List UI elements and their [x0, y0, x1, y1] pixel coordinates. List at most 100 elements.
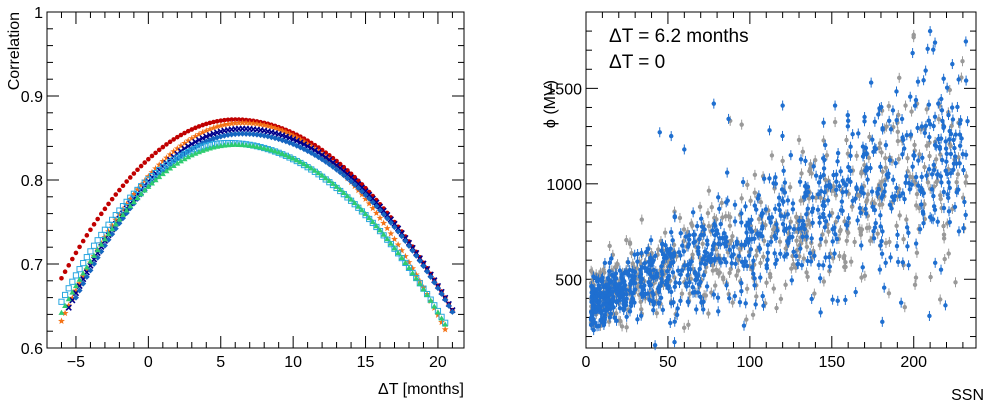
star-marker — [155, 161, 163, 168]
circle-marker — [167, 139, 173, 145]
data-point — [897, 213, 902, 218]
triangle-marker — [152, 177, 159, 183]
data-point — [744, 286, 750, 291]
diamond-marker — [380, 211, 387, 218]
cross-marker — [195, 136, 203, 144]
star-marker — [249, 119, 257, 127]
data-point — [727, 247, 733, 252]
data-point — [856, 131, 861, 136]
data-point — [694, 223, 700, 229]
data-point — [832, 251, 837, 256]
data-point — [621, 307, 626, 313]
triangle-marker — [112, 221, 119, 227]
star-marker — [235, 119, 243, 126]
data-point — [956, 77, 961, 82]
star-marker — [409, 264, 417, 272]
square-marker — [116, 207, 123, 214]
triangle-marker — [333, 183, 340, 189]
data-point — [623, 287, 629, 292]
data-point — [810, 195, 815, 200]
star-marker — [177, 142, 185, 149]
data-point — [953, 132, 958, 137]
data-point — [795, 262, 800, 267]
data-point — [838, 169, 843, 174]
data-point — [670, 254, 676, 259]
cross-marker — [199, 134, 206, 142]
data-point — [780, 158, 785, 164]
data-point — [883, 155, 888, 161]
data-point — [932, 114, 938, 119]
star-marker — [210, 124, 217, 131]
diamond-marker — [333, 166, 340, 173]
data-point — [915, 79, 921, 84]
data-point — [820, 203, 825, 208]
star-marker — [369, 204, 377, 212]
x-tick-label: 0 — [582, 354, 591, 371]
star-marker — [163, 154, 170, 161]
star-marker — [195, 130, 203, 138]
data-point — [720, 215, 725, 220]
data-point — [957, 161, 962, 166]
data-point — [764, 280, 769, 285]
data-point — [810, 206, 816, 211]
data-point — [863, 211, 869, 216]
data-point — [926, 167, 932, 172]
cross-marker — [300, 141, 308, 148]
triangle-marker — [159, 170, 166, 177]
star-marker — [434, 311, 442, 318]
triangle-marker — [246, 142, 253, 148]
data-point — [925, 180, 931, 185]
triangle-marker — [315, 169, 322, 176]
data-point — [846, 164, 851, 170]
data-point — [736, 268, 741, 273]
data-point — [919, 186, 924, 191]
data-point — [948, 151, 954, 157]
diamond-marker — [409, 247, 416, 254]
data-point — [901, 146, 907, 151]
data-point — [860, 154, 866, 159]
data-point — [703, 293, 709, 298]
triangle-marker — [369, 218, 376, 225]
data-point — [877, 141, 883, 146]
data-point — [718, 242, 723, 247]
data-point — [730, 234, 735, 239]
star-marker — [65, 301, 73, 309]
circle-marker — [185, 128, 191, 134]
data-point — [783, 282, 788, 287]
square-marker — [145, 176, 152, 183]
data-point — [835, 215, 841, 220]
data-point — [732, 202, 738, 208]
data-point — [653, 253, 658, 259]
data-point — [809, 236, 814, 241]
data-point — [606, 319, 612, 324]
data-point — [599, 279, 604, 284]
triangle-marker — [116, 216, 123, 222]
star-marker — [289, 132, 297, 139]
square-marker — [101, 226, 109, 233]
data-point — [801, 256, 807, 261]
triangle-marker — [80, 270, 87, 276]
data-point — [848, 153, 853, 158]
data-point — [591, 327, 596, 333]
square-marker — [76, 266, 83, 273]
triangle-marker — [123, 207, 130, 213]
data-point — [816, 262, 822, 268]
data-point — [761, 176, 767, 181]
data-point — [820, 263, 826, 268]
triangle-marker — [138, 191, 145, 197]
data-point — [805, 189, 811, 195]
data-point — [727, 296, 732, 301]
data-point — [850, 131, 855, 137]
data-point — [931, 47, 936, 52]
square-marker — [69, 278, 76, 285]
data-point — [952, 154, 958, 159]
data-point — [895, 232, 900, 238]
star-marker — [130, 190, 138, 198]
data-point — [956, 155, 961, 160]
triangle-marker — [416, 280, 423, 286]
data-point — [634, 266, 640, 271]
data-point — [898, 300, 904, 305]
data-point — [714, 217, 719, 222]
data-point — [706, 311, 711, 316]
data-point — [668, 246, 673, 251]
